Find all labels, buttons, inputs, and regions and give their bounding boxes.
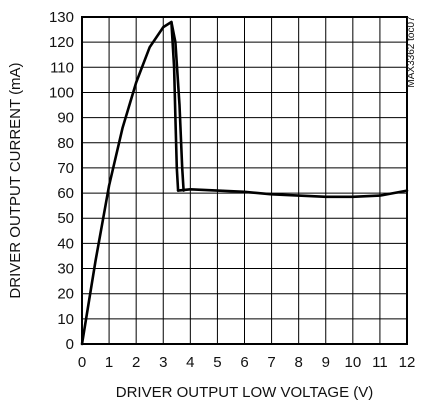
- x-tick-label: 7: [267, 354, 275, 371]
- y-tick-label: 70: [57, 160, 74, 177]
- series-line-1: [80, 20, 185, 346]
- y-tick-label: 110: [50, 59, 74, 76]
- x-tick-label: 11: [372, 354, 388, 371]
- y-tick-label: 100: [49, 84, 74, 101]
- series-line-3: [176, 188, 409, 199]
- y-tick-label: 20: [57, 286, 74, 303]
- y-tick-labels: 0 10 20 30 40 50 60 70 80 90 100 110 120 130: [49, 9, 74, 353]
- x-tick-label: 2: [132, 354, 140, 371]
- y-axis-label: DRIVER OUTPUT CURRENT (mA): [7, 62, 24, 298]
- y-tick-label: 0: [66, 336, 74, 353]
- x-tick-label: 4: [186, 354, 194, 371]
- series-layer: [80, 20, 409, 346]
- y-tick-label: 30: [57, 261, 74, 278]
- x-tick-label: 6: [240, 354, 248, 371]
- x-tick-label: 10: [344, 354, 361, 371]
- x-tick-label: 12: [399, 354, 416, 371]
- series-line-2: [170, 20, 180, 192]
- grid-lines: [81, 16, 408, 345]
- y-tick-label: 90: [57, 110, 74, 127]
- y-tick-label: 40: [57, 235, 74, 252]
- figure-id-annotation: MAX3362 toc07: [406, 16, 417, 88]
- y-tick-label: 130: [49, 9, 74, 26]
- x-tick-label: 8: [294, 354, 302, 371]
- y-tick-label: 10: [57, 311, 74, 328]
- y-tick-label: 80: [57, 135, 74, 152]
- y-tick-label: 50: [57, 210, 74, 227]
- plot-frame: [81, 16, 408, 345]
- x-tick-label: 5: [213, 354, 221, 371]
- x-tick-label: 1: [105, 354, 113, 371]
- x-tick-label: 3: [159, 354, 167, 371]
- x-tick-labels: 0 1 2 3 4 5 6 7 8 9 10 11 12: [78, 354, 416, 371]
- y-tick-label: 120: [49, 34, 74, 51]
- y-tick-label: 60: [57, 185, 74, 202]
- x-axis-label: DRIVER OUTPUT LOW VOLTAGE (V): [116, 384, 374, 401]
- x-tick-label: 0: [78, 354, 86, 371]
- x-tick-label: 9: [322, 354, 330, 371]
